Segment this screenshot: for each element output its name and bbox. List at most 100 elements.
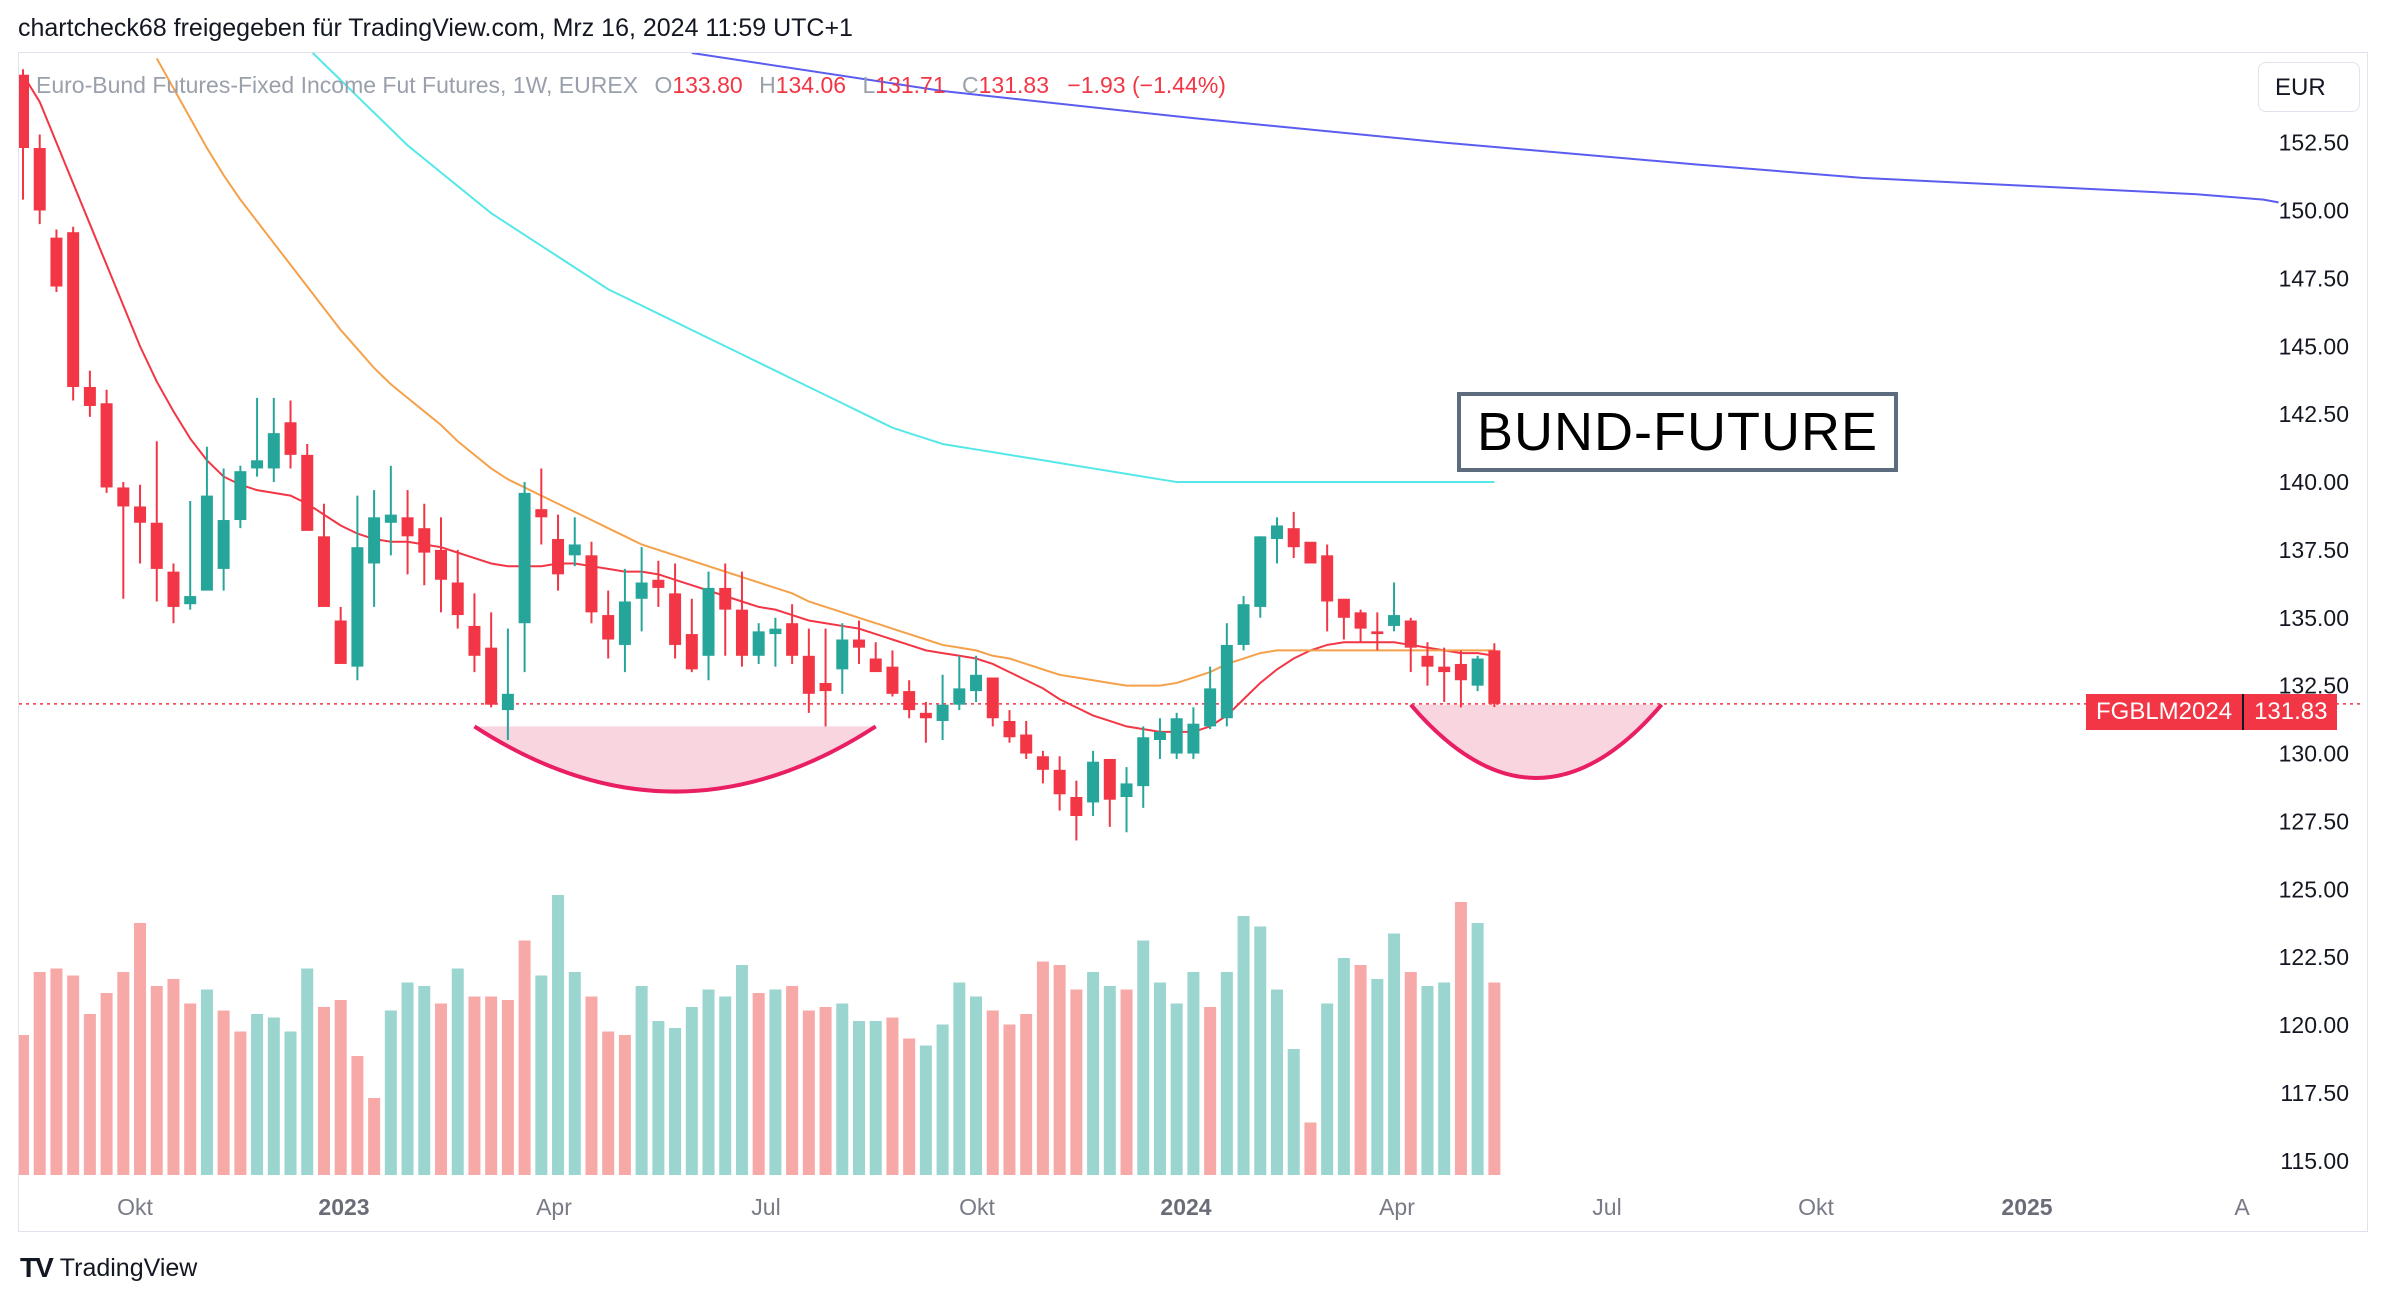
candle-body — [1053, 769, 1066, 795]
moving-average-line — [691, 53, 2279, 204]
volume-bar — [1404, 972, 1417, 1175]
volume-bar — [1020, 1014, 1033, 1175]
currency-button[interactable]: EUR — [2258, 62, 2360, 112]
candle-body — [1187, 723, 1200, 754]
volume-bar — [501, 1000, 514, 1175]
high-value: 134.06 — [775, 72, 847, 98]
volume-bar — [200, 989, 213, 1175]
volume-bar — [919, 1045, 932, 1175]
candle-body — [50, 237, 63, 287]
candle-body — [1388, 615, 1401, 626]
low-value: 131.71 — [875, 72, 946, 98]
volume-bar — [1371, 979, 1384, 1175]
volume-bar — [384, 1010, 397, 1175]
volume-bar — [1220, 972, 1233, 1175]
price-chart[interactable]: 115.00 117.50 120.00 122.50 125.00 127.50 130.… — [19, 53, 2369, 1233]
volume-bar — [669, 1028, 682, 1175]
candle-body — [1454, 663, 1467, 681]
y-tick-label: 140.00 — [2279, 469, 2349, 495]
candle-body — [568, 544, 581, 556]
candle-body — [802, 655, 815, 694]
candle-body — [769, 628, 782, 635]
candle-body — [585, 555, 598, 613]
candle-body — [1070, 796, 1083, 817]
candle-body — [1103, 758, 1116, 800]
volume-bar — [435, 1003, 447, 1175]
candle-body — [886, 666, 899, 694]
candle-body — [986, 677, 999, 719]
candle-body — [836, 639, 849, 670]
volume-bar — [970, 996, 983, 1175]
volume-bar — [535, 975, 548, 1175]
volume-bar — [468, 996, 481, 1175]
moving-average-line — [155, 57, 1495, 687]
candle-body — [535, 509, 548, 518]
candle-body — [1254, 536, 1267, 607]
symbol-legend: Euro-Bund Futures-Fixed Income Fut Futur… — [36, 72, 1226, 99]
volume-bar — [786, 986, 799, 1175]
volume-bar — [1003, 1024, 1016, 1175]
volume-bar — [518, 940, 531, 1175]
y-tick-label: 145.00 — [2279, 333, 2349, 359]
volume-bar — [1454, 902, 1467, 1175]
candle-body — [786, 623, 799, 656]
volume-bar — [552, 895, 565, 1175]
candle-body — [685, 634, 698, 670]
candle-body — [200, 495, 213, 591]
volume-bar — [886, 1017, 899, 1175]
x-tick-label: 2024 — [1160, 1194, 1211, 1220]
volume-bar — [618, 1035, 631, 1175]
open-label: O — [654, 72, 673, 98]
y-tick-label: 152.50 — [2279, 130, 2349, 156]
change-value: −1.93 (−1.44%) — [1067, 72, 1226, 98]
volume-bar — [485, 996, 498, 1175]
y-tick-label: 130.00 — [2279, 741, 2349, 767]
close-value: 131.83 — [978, 72, 1049, 98]
volume-bar — [1488, 982, 1501, 1175]
candle-body — [351, 547, 364, 667]
candle-body — [1488, 650, 1501, 704]
y-tick-label: 120.00 — [2279, 1012, 2349, 1038]
candle-body — [1321, 555, 1334, 602]
volume-bar — [267, 1017, 280, 1175]
candle-body — [150, 522, 163, 569]
chart-pane[interactable]: 115.00 117.50 120.00 122.50 125.00 127.50 130.… — [18, 52, 2368, 1232]
bund-future-annotation[interactable]: BUND-FUTURE — [1457, 392, 1898, 472]
candle-body — [652, 579, 665, 588]
candle-body — [1120, 783, 1133, 797]
candle-body — [19, 74, 29, 149]
last-price-tag: FGBLM2024 131.83 — [2086, 694, 2338, 730]
volume-bar — [1120, 989, 1133, 1175]
candle-body — [234, 471, 247, 521]
volume-bar — [167, 979, 180, 1175]
volume-bar — [1321, 1003, 1334, 1175]
moving-average-line — [22, 74, 1495, 733]
y-tick-label: 135.00 — [2279, 605, 2349, 631]
candle-body — [1020, 734, 1033, 754]
candle-body — [1220, 644, 1233, 719]
candle-body — [635, 582, 648, 599]
candle-body — [752, 631, 765, 656]
candle-body — [184, 596, 197, 605]
candle-body — [301, 454, 314, 531]
candle-body — [267, 433, 280, 469]
price-tag-value: 131.83 — [2254, 698, 2328, 725]
candle-body — [903, 691, 916, 711]
volume-bar — [1337, 958, 1350, 1175]
volume-bar — [19, 1035, 29, 1175]
footer-brand[interactable]: TV TradingView — [20, 1252, 197, 1284]
candle-body — [401, 517, 414, 537]
candle-body — [1087, 761, 1100, 803]
candle-body — [451, 582, 464, 616]
candle-body — [702, 587, 715, 656]
volume-bar — [819, 1007, 832, 1175]
x-tick-label: Okt — [1798, 1194, 1834, 1220]
candle-body — [669, 593, 682, 645]
volume-bar — [251, 1014, 264, 1175]
volume-bar — [301, 968, 314, 1175]
volume-bar — [1070, 989, 1083, 1175]
volume-bar — [150, 986, 163, 1175]
candle-body — [67, 232, 80, 387]
candle-body — [1271, 525, 1283, 540]
candle-body — [167, 571, 180, 607]
